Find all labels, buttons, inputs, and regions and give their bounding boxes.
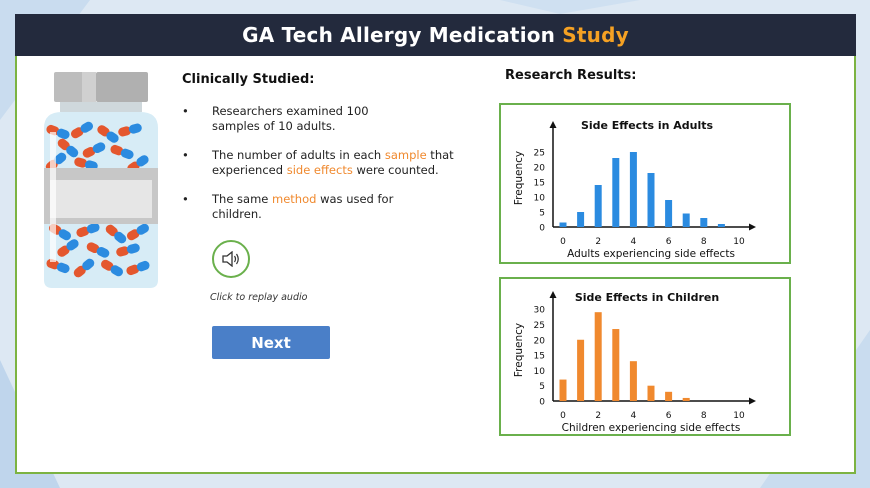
pill-capsule bbox=[127, 223, 149, 241]
bullet-counted: • The number of adults in each sample th… bbox=[182, 148, 472, 178]
pill-capsule bbox=[76, 222, 100, 238]
title-main: GA Tech Allergy Medication bbox=[242, 23, 563, 47]
clinically-studied-heading: Clinically Studied: bbox=[182, 72, 315, 87]
pill-bottle-icon bbox=[44, 72, 158, 288]
y-tick-label: 0 bbox=[539, 398, 545, 408]
y-tick-label: 15 bbox=[534, 179, 545, 189]
y-tick-label: 30 bbox=[534, 306, 546, 316]
y-tick-label: 0 bbox=[539, 224, 545, 234]
bullet-text: The number of adults in each bbox=[212, 148, 385, 162]
y-tick-label: 20 bbox=[534, 164, 546, 174]
x-tick-label: 6 bbox=[666, 237, 672, 247]
x-tick-label: 2 bbox=[595, 237, 601, 247]
bar bbox=[665, 200, 673, 227]
bar bbox=[594, 312, 602, 401]
pill-capsule bbox=[82, 142, 106, 158]
title-accent: Study bbox=[562, 23, 629, 47]
method-term: method bbox=[272, 192, 317, 206]
bar bbox=[594, 185, 602, 227]
pill-capsule bbox=[118, 123, 142, 137]
y-tick-label: 10 bbox=[534, 194, 546, 204]
replay-audio-button[interactable] bbox=[212, 240, 250, 278]
x-tick-label: 8 bbox=[701, 411, 707, 421]
study-bullet-list: • Researchers examined 100 samples of 10… bbox=[182, 104, 472, 236]
page-title: GA Tech Allergy Medication Study bbox=[15, 14, 856, 56]
bullet-text: that experienced bbox=[212, 148, 454, 177]
y-tick-label: 25 bbox=[534, 149, 545, 159]
x-axis-label: Children experiencing side effects bbox=[562, 422, 741, 434]
y-axis-label: Frequency bbox=[513, 151, 525, 205]
chart-title: Side Effects in Adults bbox=[581, 119, 714, 132]
pill-capsule bbox=[97, 125, 119, 143]
research-results-heading: Research Results: bbox=[505, 68, 637, 83]
bullet-dot: • bbox=[182, 192, 189, 206]
x-tick-label: 2 bbox=[595, 411, 601, 421]
y-axis-arrow bbox=[549, 121, 557, 128]
y-tick-label: 20 bbox=[534, 336, 546, 346]
y-tick-label: 5 bbox=[539, 382, 545, 392]
y-tick-label: 10 bbox=[534, 367, 546, 377]
bullet-samples: • Researchers examined 100 samples of 10… bbox=[182, 104, 392, 134]
bar bbox=[577, 212, 585, 227]
x-tick-label: 8 bbox=[701, 237, 707, 247]
side-effects-term: side effects bbox=[286, 163, 353, 177]
pill-capsule bbox=[71, 121, 93, 139]
y-tick-label: 25 bbox=[534, 321, 545, 331]
bar bbox=[612, 329, 620, 401]
pill-capsule bbox=[126, 260, 150, 276]
children-chart: Side Effects in Children 0 5 10 15 20 25 30 0 2 4 6… bbox=[499, 277, 791, 436]
pill-capsule bbox=[116, 243, 140, 257]
x-tick-label: 10 bbox=[733, 411, 745, 421]
pill-capsule bbox=[46, 258, 70, 274]
bar bbox=[665, 391, 673, 401]
chart-title: Side Effects in Children bbox=[575, 291, 719, 304]
bar bbox=[717, 224, 725, 227]
bar bbox=[629, 152, 637, 227]
y-tick-label: 15 bbox=[534, 352, 545, 362]
x-axis-label: Adults experiencing side effects bbox=[567, 248, 735, 260]
x-axis-arrow bbox=[749, 397, 756, 405]
speaker-icon bbox=[222, 251, 239, 267]
bullet-text: were counted. bbox=[352, 163, 439, 177]
bar bbox=[629, 361, 637, 401]
bar bbox=[647, 385, 655, 401]
x-axis-arrow bbox=[749, 223, 756, 231]
bar bbox=[682, 397, 690, 401]
pill-capsule bbox=[74, 157, 98, 171]
y-tick-label: 5 bbox=[539, 209, 545, 219]
x-tick-label: 4 bbox=[631, 237, 637, 247]
pill-capsule bbox=[57, 239, 79, 257]
pill-capsule bbox=[101, 259, 123, 277]
bar bbox=[559, 379, 567, 401]
x-tick-label: 0 bbox=[560, 237, 566, 247]
bullet-text: The same bbox=[212, 192, 273, 206]
pill-capsule bbox=[86, 242, 110, 258]
x-tick-label: 0 bbox=[560, 411, 566, 421]
bar bbox=[700, 218, 708, 227]
bar bbox=[612, 158, 620, 227]
y-axis-arrow bbox=[549, 291, 557, 298]
pill-capsule bbox=[105, 224, 127, 244]
bullet-method: • The same method was used for children. bbox=[182, 192, 402, 222]
pill-capsule bbox=[46, 124, 70, 140]
bar bbox=[682, 213, 690, 227]
pill-capsule bbox=[73, 258, 95, 278]
adults-chart: Side Effects in Adults 0 5 10 15 20 25 0 2 4 6 8 10 A… bbox=[499, 103, 791, 264]
bullet-dot: • bbox=[182, 104, 189, 118]
y-axis-label: Frequency bbox=[513, 323, 525, 377]
audio-caption: Click to replay audio bbox=[210, 292, 308, 303]
bar bbox=[577, 339, 585, 401]
bar bbox=[559, 222, 567, 227]
bar bbox=[647, 173, 655, 227]
bullet-text: Researchers examined 100 samples of 10 a… bbox=[212, 104, 369, 133]
next-button[interactable]: Next bbox=[212, 326, 330, 359]
pill-capsule bbox=[57, 138, 79, 158]
x-tick-label: 4 bbox=[631, 411, 637, 421]
sample-term: sample bbox=[384, 148, 427, 162]
pill-capsule bbox=[110, 144, 134, 160]
x-tick-label: 10 bbox=[733, 237, 745, 247]
bullet-text: was used for children. bbox=[212, 192, 394, 221]
x-tick-label: 6 bbox=[666, 411, 672, 421]
bullet-dot: • bbox=[182, 148, 189, 162]
